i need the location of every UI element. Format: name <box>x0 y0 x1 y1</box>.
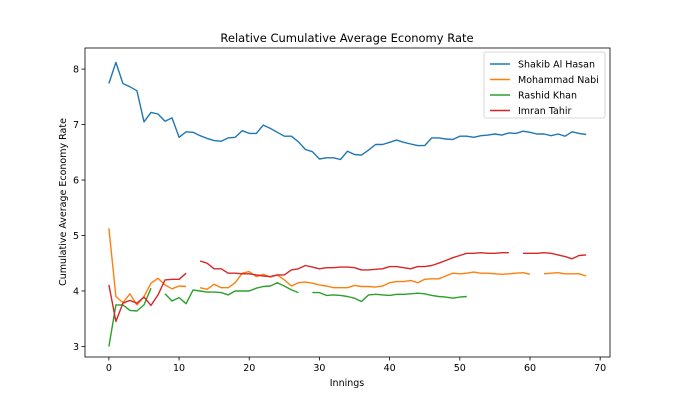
legend: Shakib Al Hasan Mohammad Nabi Rashid Khan I… <box>483 51 606 119</box>
y-axis-label: Cumulative Average Economy Rate <box>58 118 69 286</box>
series-layer <box>108 61 587 347</box>
plot-frame <box>84 47 611 358</box>
y-tick-label: 4 <box>73 286 79 297</box>
x-tick-label: 50 <box>454 363 466 374</box>
series-line-imran-tahir <box>108 252 587 323</box>
y-tick-label: 7 <box>73 120 79 131</box>
legend-box <box>483 51 606 119</box>
chart-title: Relative Cumulative Average Economy Rate <box>220 31 473 45</box>
legend-label-mohammad-nabi: Mohammad Nabi <box>518 75 599 86</box>
y-axis: 3 4 5 6 7 8 <box>73 65 85 353</box>
x-axis-label: Innings <box>330 378 365 389</box>
x-axis: 0 10 20 30 40 50 60 70 <box>106 357 606 374</box>
series-line-shakib-al-hasan <box>108 61 587 161</box>
y-tick-label: 6 <box>73 176 79 187</box>
x-tick-label: 30 <box>313 363 325 374</box>
series-line-mohammad-nabi <box>108 228 587 306</box>
legend-label-imran-tahir: Imran Tahir <box>518 106 572 117</box>
series-line-rashid-khan <box>108 282 467 347</box>
y-tick-label: 8 <box>73 65 79 76</box>
x-tick-label: 60 <box>524 363 536 374</box>
x-tick-label: 20 <box>243 363 255 374</box>
legend-label-rashid-khan: Rashid Khan <box>518 91 577 102</box>
legend-label-shakib-al-hasan: Shakib Al Hasan <box>518 60 595 71</box>
y-tick-label: 3 <box>73 342 79 353</box>
y-tick-label: 5 <box>73 231 79 242</box>
x-tick-label: 40 <box>384 363 396 374</box>
x-tick-label: 0 <box>106 363 112 374</box>
x-tick-label: 70 <box>594 363 606 374</box>
x-tick-label: 10 <box>173 363 185 374</box>
